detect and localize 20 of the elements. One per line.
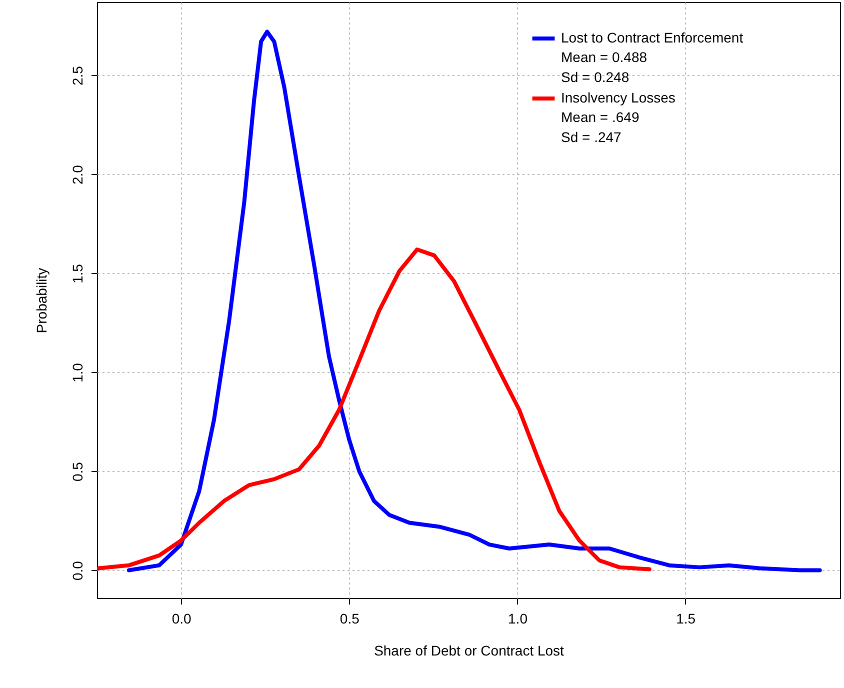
y-tick-label: 1.0 — [70, 362, 86, 383]
y-tick-label: 0.5 — [70, 462, 86, 482]
y-tick-label: 1.5 — [70, 264, 86, 284]
x-tick-label: 0.5 — [340, 610, 360, 626]
y-tick-label: 2.0 — [70, 164, 86, 184]
x-axis-title: Share of Debt or Contract Lost — [374, 642, 564, 658]
y-axis-title: Probability — [34, 268, 50, 334]
annotation: Mean = 0.488 — [561, 49, 648, 65]
x-tick-label: 0.0 — [172, 610, 192, 626]
line-series — [126, 30, 822, 572]
legend-label: Insolvency Losses — [561, 90, 676, 106]
annotation: Sd = .247 — [561, 129, 622, 145]
y-tick-label: 0.0 — [70, 560, 86, 581]
x-tick-label: 1.0 — [508, 610, 528, 626]
line-series — [97, 248, 652, 572]
legend-label: Lost to Contract Enforcement — [561, 30, 744, 46]
annotation: Sd = 0.248 — [561, 69, 630, 85]
y-tick-label: 2.5 — [70, 66, 86, 86]
annotation: Mean = .649 — [561, 109, 640, 125]
x-tick-label: 1.5 — [676, 610, 696, 626]
